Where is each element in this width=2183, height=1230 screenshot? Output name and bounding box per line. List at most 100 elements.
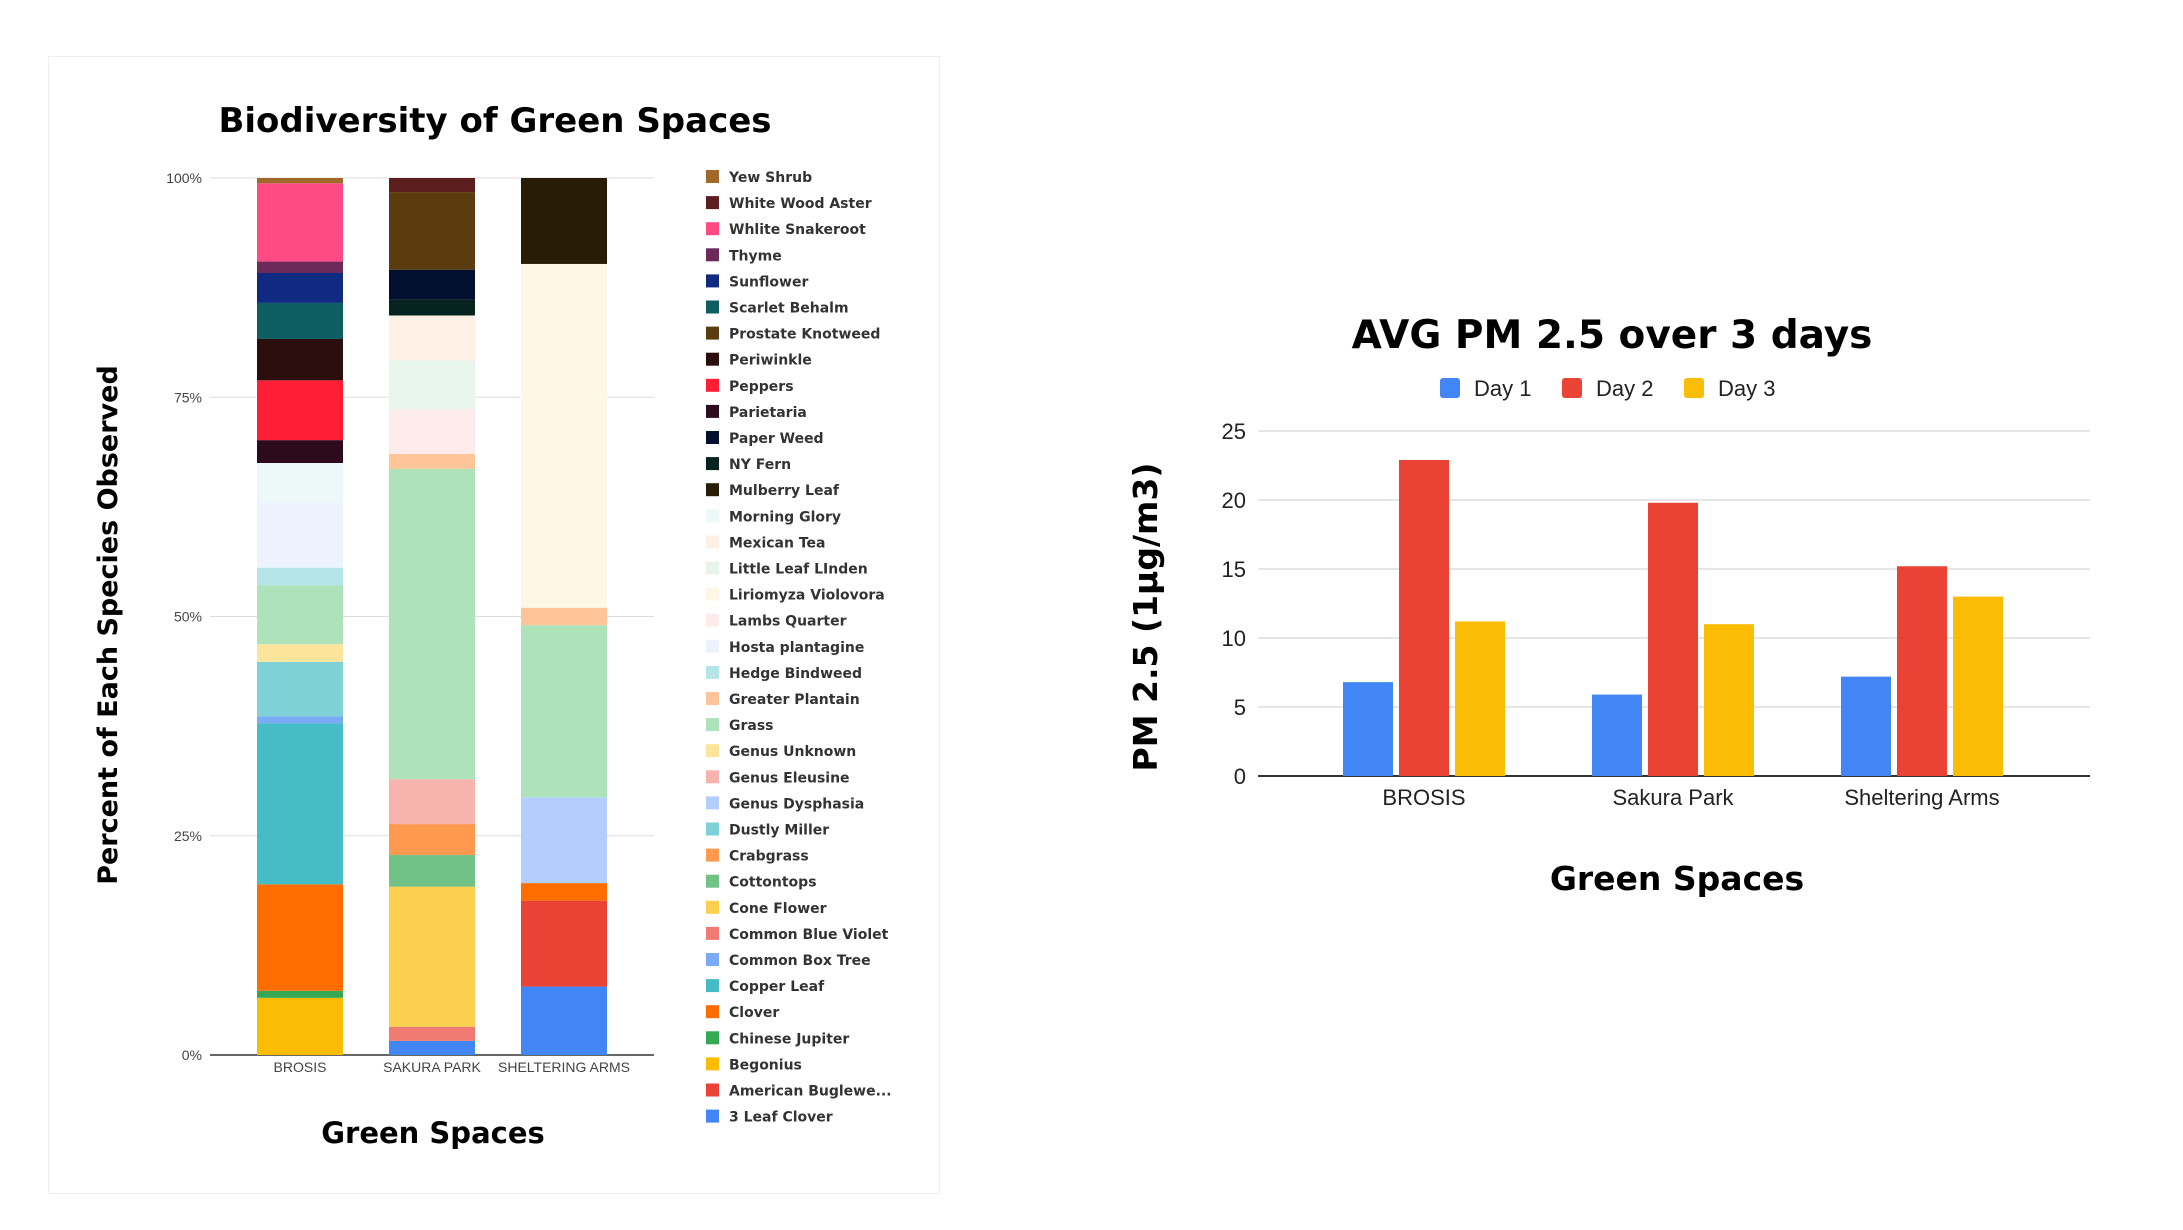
legend-swatch <box>706 457 719 471</box>
legend-label: Thyme <box>729 248 782 264</box>
legend-label: Genus Eleusine <box>729 770 850 786</box>
bar-segment <box>389 1026 475 1041</box>
bar <box>1953 596 2003 776</box>
legend-swatch <box>1440 378 1460 398</box>
legend-swatch <box>706 953 719 966</box>
bar-segment <box>257 183 343 262</box>
legend-swatch <box>1684 378 1704 398</box>
legend-swatch <box>706 822 719 836</box>
y-tick-label: 5 <box>1234 695 1246 720</box>
legend-swatch <box>706 222 719 236</box>
pm25-x-axis-title: Green Spaces <box>1550 859 1804 898</box>
legend-label: Whlite Snakeroot <box>729 222 866 238</box>
bar-segment <box>521 625 607 798</box>
biodiversity-chart-card <box>48 56 940 1194</box>
legend-label: 3 Leaf Clover <box>729 1110 833 1126</box>
legend-swatch <box>706 509 719 523</box>
legend-label: Mexican Tea <box>729 535 825 551</box>
bar <box>1592 694 1642 776</box>
bar <box>1841 676 1891 776</box>
legend-swatch <box>1562 378 1582 398</box>
legend-label: Clover <box>729 1005 779 1021</box>
pm25-legend: Day 1 Day 2 Day 3 <box>1440 376 1775 401</box>
biodiversity-bars <box>257 178 607 1055</box>
bar-segment <box>389 886 475 1027</box>
legend-swatch <box>706 326 719 340</box>
pm25-x-ticks: BROSIS Sakura Park Sheltering Arms <box>1382 785 1999 810</box>
bar-segment <box>257 884 343 991</box>
bar-segment <box>521 883 607 901</box>
legend-label: Cottontops <box>729 875 817 891</box>
legend-swatch <box>706 378 719 392</box>
legend-label: Day 2 <box>1596 376 1653 401</box>
legend-swatch <box>706 1057 719 1071</box>
bar <box>1343 682 1393 776</box>
bar-segment <box>389 1040 475 1055</box>
legend-swatch <box>706 979 719 993</box>
legend-swatch <box>706 665 719 679</box>
legend-swatch <box>706 170 719 183</box>
legend-swatch <box>706 718 719 732</box>
bar-segment <box>521 178 607 264</box>
legend-label: Hedge Bindweed <box>729 666 862 682</box>
x-tick-label: Sheltering Arms <box>1844 785 1999 810</box>
legend-swatch <box>706 613 719 627</box>
legend-swatch <box>706 587 719 601</box>
bar-segment <box>389 453 475 469</box>
legend-swatch <box>706 848 719 862</box>
legend-swatch <box>706 352 719 366</box>
bar-segment <box>257 440 343 464</box>
legend-swatch <box>706 692 719 705</box>
biodiversity-x-ticks: BROSIS SAKURA PARK SHELTERING ARMS <box>274 1059 630 1075</box>
biodiversity-chart-title: Biodiversity of Green Spaces <box>218 101 771 141</box>
legend-label: Day 3 <box>1718 376 1775 401</box>
legend-swatch <box>706 1005 719 1019</box>
legend-swatch <box>706 796 719 810</box>
legend-label: Mulberry Leaf <box>729 483 840 499</box>
legend-label: NY Fern <box>729 457 791 473</box>
bar-segment <box>521 607 607 626</box>
legend-label: Prostate Knotweed <box>729 327 880 343</box>
bar-segment <box>389 824 475 855</box>
legend-label: Hosta plantagine <box>729 640 864 656</box>
bar-segment <box>389 854 475 887</box>
legend-label: American Buglewe... <box>729 1084 892 1100</box>
legend-label: Periwinkle <box>729 353 812 369</box>
y-tick-label: 25 <box>1222 419 1246 444</box>
bar <box>1704 624 1754 776</box>
legend-swatch <box>706 274 719 288</box>
legend-swatch <box>706 770 719 784</box>
y-tick-label: 20 <box>1222 488 1246 513</box>
legend-label: Liriomyza Violovora <box>729 588 885 604</box>
legend-swatch <box>706 561 719 575</box>
bar-segment <box>521 986 607 1055</box>
legend-label: Greater Plantain <box>729 692 860 708</box>
pm25-bars <box>1343 459 2003 776</box>
legend-label: Dustly Miller <box>729 823 829 839</box>
legend-label: Little Leaf LInden <box>729 562 868 578</box>
bar-segment <box>257 380 343 441</box>
legend-swatch <box>706 300 719 314</box>
x-tick-label: Sakura Park <box>1612 785 1734 810</box>
bar-segment <box>389 299 475 316</box>
bar-segment <box>257 990 343 998</box>
y-tick-label: 100% <box>166 170 202 186</box>
legend-label: Paper Weed <box>729 431 824 447</box>
legend-label: Peppers <box>729 379 794 395</box>
bar-segment <box>389 192 475 270</box>
y-tick-label: 0 <box>1234 764 1246 789</box>
bar-segment <box>257 463 343 503</box>
bar-segment <box>257 997 343 1055</box>
legend-swatch <box>706 431 719 444</box>
y-tick-label: 50% <box>174 609 202 625</box>
bar <box>1399 459 1449 776</box>
legend-label: Scarlet Behalm <box>729 301 849 317</box>
legend-swatch <box>706 1031 719 1045</box>
legend-swatch <box>706 744 719 758</box>
legend-swatch <box>706 248 719 262</box>
bar-segment <box>257 502 343 568</box>
legend-label: Parietaria <box>729 405 807 421</box>
legend-label: Morning Glory <box>729 509 841 525</box>
bar <box>1897 566 1947 776</box>
